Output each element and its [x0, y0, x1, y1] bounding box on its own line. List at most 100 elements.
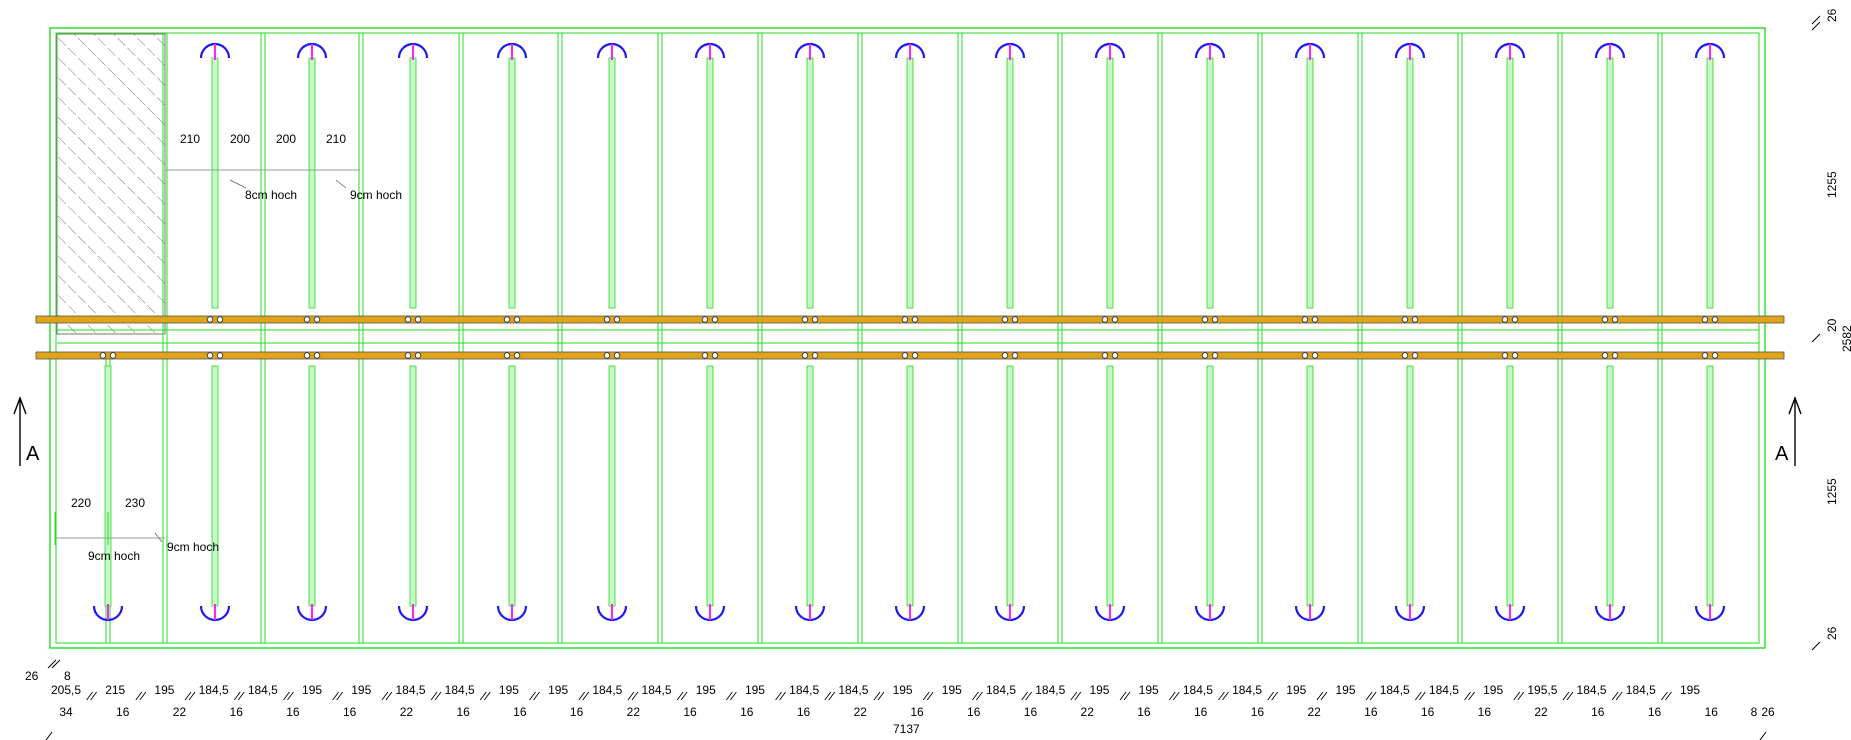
beam-stud-bottom-15 — [1601, 352, 1619, 359]
dim-row2-8: 16 — [456, 705, 470, 719]
beam-top — [35, 315, 1785, 324]
door-arc-bottom-4 — [496, 604, 528, 622]
bay-post-16 — [1706, 57, 1714, 607]
beam-stud-top-8 — [901, 316, 919, 323]
bay-post-2 — [308, 57, 316, 607]
top-label-1: 210 — [180, 132, 200, 146]
beam-stud-bottom-2 — [303, 352, 321, 359]
dim-row2-28: 16 — [1591, 705, 1605, 719]
beam-stud-top-9 — [1001, 316, 1019, 323]
bay-post-13 — [1406, 57, 1414, 607]
door-arc-bottom-15 — [1594, 604, 1626, 622]
beam-bottom — [35, 351, 1785, 360]
partition-wall-15 — [1557, 33, 1563, 643]
beam-studs — [99, 316, 1719, 359]
beam-stud-bottom-9 — [1001, 352, 1019, 359]
door-arc-top-12 — [1294, 42, 1326, 60]
dim-row2-24: 16 — [1364, 705, 1378, 719]
dim-row2-16: 16 — [910, 705, 924, 719]
bay-post-7 — [806, 57, 814, 607]
dim-row1-33: 184,5 — [1626, 683, 1656, 697]
dim-row2-11: 22 — [627, 705, 641, 719]
dim-row1-16: 184,5 — [789, 683, 819, 697]
top-label-4: 210 — [326, 132, 346, 146]
beam-stud-top-2 — [303, 316, 321, 323]
beam-stud-top-6 — [701, 316, 719, 323]
top-labels: 210 200 200 210 8cm hoch 9cm hoch — [165, 132, 402, 202]
door-arc-bottom-0 — [92, 604, 124, 622]
partition-wall-6 — [657, 33, 663, 643]
beam-stud-top-13 — [1401, 316, 1419, 323]
dim-row2-14: 16 — [797, 705, 811, 719]
dim-row1-3: 195 — [154, 683, 174, 697]
dim-row1-31: 195,5 — [1527, 683, 1557, 697]
partition-wall-11 — [1157, 33, 1163, 643]
top-label-3: 200 — [276, 132, 296, 146]
door-arc-top-15 — [1594, 42, 1626, 60]
door-arc-bottom-10 — [1094, 604, 1126, 622]
door-arc-bottom-2 — [296, 604, 328, 622]
dim-row2-21: 16 — [1194, 705, 1208, 719]
dim-row2-30: 16 — [1705, 705, 1719, 719]
section-label-right: A — [1775, 443, 1789, 465]
dim-row2-26: 16 — [1478, 705, 1492, 719]
dim-row1-30: 195 — [1483, 683, 1503, 697]
dim-row1-20: 184,5 — [986, 683, 1016, 697]
dim-row1-5: 184,5 — [248, 683, 278, 697]
left-dim-1: 26 — [25, 669, 39, 683]
dim-row1-28: 184,5 — [1380, 683, 1410, 697]
beam-stud-top-7 — [801, 316, 819, 323]
dim-row2-18: 16 — [1024, 705, 1038, 719]
dim-row1-18: 195 — [893, 683, 913, 697]
dim-row1-6: 195 — [302, 683, 322, 697]
beam-stud-top-3 — [404, 316, 422, 323]
dim-row2-19: 22 — [1081, 705, 1095, 719]
right-dim-4: 2582 — [1840, 325, 1851, 352]
right-dimensions: 26 1255 20 2582 1255 26 — [1811, 8, 1851, 651]
beam-stud-bottom-10 — [1101, 352, 1119, 359]
beam-stud-top-5 — [603, 316, 621, 323]
bay-post-5 — [608, 57, 616, 607]
dim-row1-7: 195 — [351, 683, 371, 697]
dim-row2-2: 16 — [116, 705, 130, 719]
dim-row2-23: 22 — [1307, 705, 1321, 719]
corridor-lines — [57, 329, 1759, 344]
dim-row1-10: 195 — [499, 683, 519, 697]
dim-row2-29: 16 — [1648, 705, 1662, 719]
right-dim-2: 1255 — [1825, 171, 1839, 198]
door-arc-top-14 — [1494, 42, 1526, 60]
bay-post-12 — [1306, 57, 1314, 607]
right-dim-1: 26 — [1825, 8, 1839, 22]
dim-row2-25: 16 — [1421, 705, 1435, 719]
partition-wall-10 — [1057, 33, 1063, 643]
bay-post-8 — [906, 57, 914, 607]
beam-stud-bottom-6 — [701, 352, 719, 359]
beam-stud-bottom-5 — [603, 352, 621, 359]
door-arc-bottom-14 — [1494, 604, 1526, 622]
door-arc-bottom-13 — [1394, 604, 1426, 622]
door-arcs — [92, 42, 1726, 622]
partition-wall-7 — [757, 33, 763, 643]
dim-row2-22: 16 — [1251, 705, 1265, 719]
dim-row1-22: 195 — [1089, 683, 1109, 697]
dim-row1-32: 184,5 — [1577, 683, 1607, 697]
bay-post-4 — [508, 57, 516, 607]
door-arc-bottom-7 — [794, 604, 826, 622]
partition-wall-12 — [1257, 33, 1263, 643]
partition-wall-14 — [1457, 33, 1463, 643]
top-label-2: 200 — [230, 132, 250, 146]
door-arc-top-9 — [994, 42, 1026, 60]
beam-stud-bottom-3 — [404, 352, 422, 359]
dim-row2-9: 16 — [513, 705, 527, 719]
dim-row2-13: 16 — [740, 705, 754, 719]
wall-grid — [57, 33, 1759, 643]
door-arc-bottom-11 — [1194, 604, 1226, 622]
dim-row2-4: 16 — [230, 705, 244, 719]
dim-row1-13: 184,5 — [642, 683, 672, 697]
left-dim-2: 8 — [64, 669, 71, 683]
door-arc-bottom-16 — [1694, 604, 1726, 622]
bay-post-9 — [1006, 57, 1014, 607]
dim-row1-11: 195 — [548, 683, 568, 697]
dim-row2-31: 26 — [1761, 705, 1775, 719]
total-dimension: 7137 — [45, 722, 1767, 740]
